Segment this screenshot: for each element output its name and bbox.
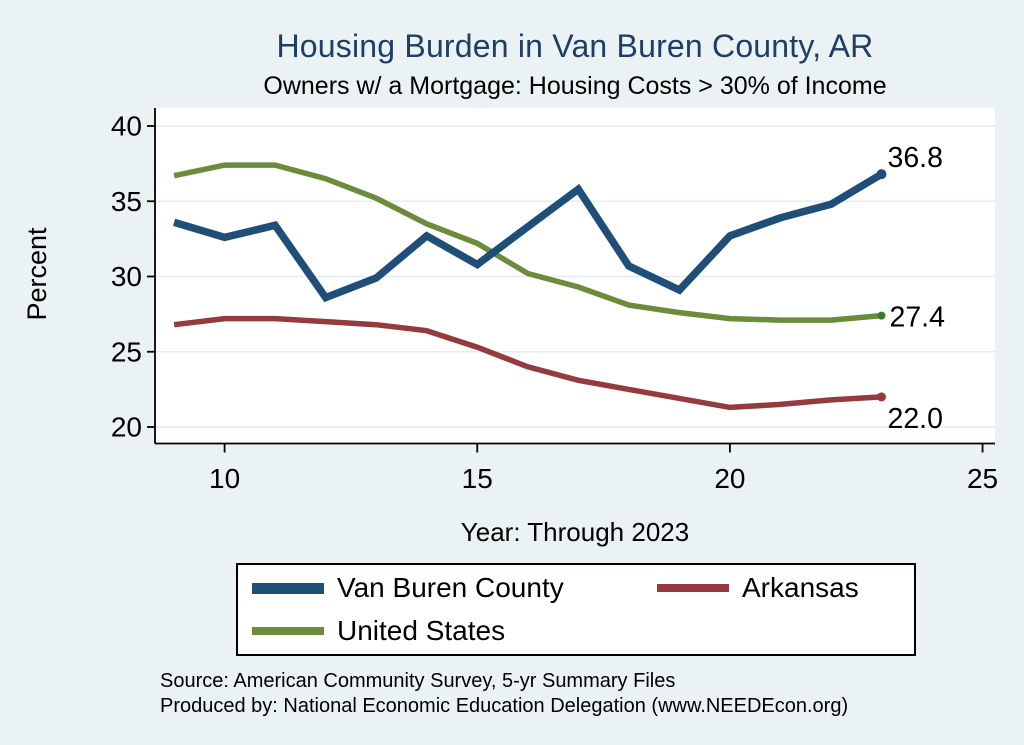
y-axis-title: Percent xyxy=(22,227,52,321)
x-tick-label: 15 xyxy=(462,463,493,494)
source-line: Source: American Community Survey, 5-yr … xyxy=(160,670,676,692)
legend-swatch-olive xyxy=(252,627,324,635)
legend-swatch-navy xyxy=(252,582,324,594)
series-end-marker-united-states xyxy=(877,311,886,320)
produced-by-line: Produced by: National Economic Education… xyxy=(160,695,849,717)
legend-item-united-states: United States xyxy=(252,608,505,654)
y-tick-label: 20 xyxy=(111,412,142,443)
x-tick-label: 25 xyxy=(967,463,998,494)
series-end-label-arkansas: 22.0 xyxy=(887,403,942,435)
legend-label: Van Buren County xyxy=(337,572,564,603)
x-axis-title: Year: Through 2023 xyxy=(460,517,690,547)
chart-subtitle: Owners w/ a Mortgage: Housing Costs > 30… xyxy=(263,72,887,100)
chart-title: Housing Burden in Van Buren County, AR xyxy=(276,28,874,64)
legend-label: Arkansas xyxy=(742,572,859,603)
series-end-marker-van-buren-county xyxy=(876,169,887,180)
legend-item-arkansas: Arkansas xyxy=(657,565,859,611)
series-line-arkansas xyxy=(173,315,882,411)
legend-item-van-buren-county: Van Buren County xyxy=(252,565,564,611)
y-tick-label: 30 xyxy=(111,261,142,292)
legend-box: Van Buren County Arkansas United States xyxy=(236,563,916,656)
series-line-united-states xyxy=(173,162,882,323)
y-tick-label: 25 xyxy=(111,336,142,367)
y-tick-label: 35 xyxy=(111,186,142,217)
series-end-marker-arkansas xyxy=(876,392,886,402)
source-note: Source: American Community Survey, 5-yr … xyxy=(160,669,980,719)
series-end-label-united-states: 27.4 xyxy=(889,302,945,334)
x-tick-label: 10 xyxy=(209,463,240,494)
x-tick-label: 20 xyxy=(714,463,745,494)
legend-swatch-maroon xyxy=(657,584,729,592)
legend-label: United States xyxy=(337,615,506,646)
y-tick-label: 40 xyxy=(111,111,142,142)
series-line-van-buren-county xyxy=(173,170,884,303)
series-end-label-van-buren-county: 36.8 xyxy=(887,142,942,174)
